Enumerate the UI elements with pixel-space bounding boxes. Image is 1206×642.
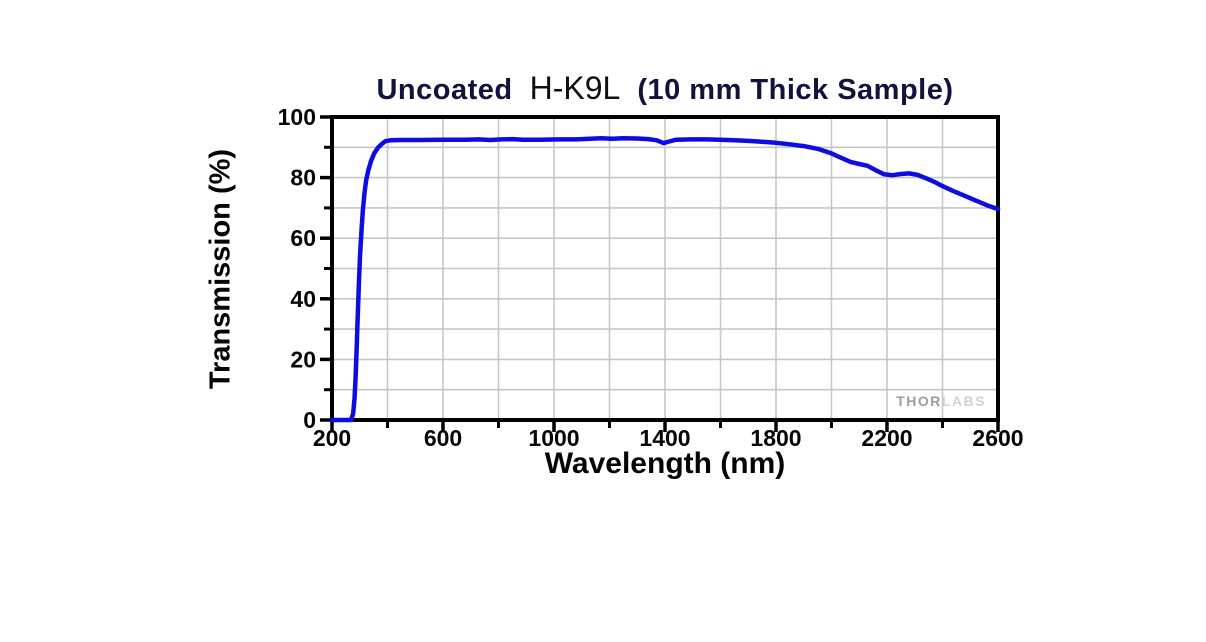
chart-title: Uncoated H-K9L (10 mm Thick Sample) [376,72,953,105]
y-tick-label: 100 [278,104,316,130]
x-axis-label: Wavelength (nm) [544,447,786,480]
plot-border [330,115,1000,422]
chart-title-material: H-K9L [529,70,621,106]
y-tick-label: 80 [290,165,316,191]
thorlabs-watermark-thor: THOR [896,393,942,409]
y-tick-label: 60 [290,225,316,251]
x-tick-label: 1800 [750,425,801,451]
y-tick-label: 20 [290,346,316,372]
x-tick-label: 200 [313,425,351,451]
x-tick-label: 600 [424,425,462,451]
y-tick-label: 0 [303,407,316,433]
transmission-curve [329,135,1001,423]
y-axis-label: Transmission (%) [204,148,237,390]
thorlabs-watermark-labs: LABS [941,393,986,409]
x-tick-label: 2600 [972,425,1023,451]
x-tick-label: 1000 [528,425,579,451]
chart-title-suffix: (10 mm Thick Sample) [637,74,954,106]
x-tick-label: 2200 [861,425,912,451]
chart-title-prefix: Uncoated [376,74,513,106]
y-tick-label: 40 [290,286,316,312]
thorlabs-watermark: THORLABS [896,393,986,409]
x-tick-label: 1400 [639,425,690,451]
